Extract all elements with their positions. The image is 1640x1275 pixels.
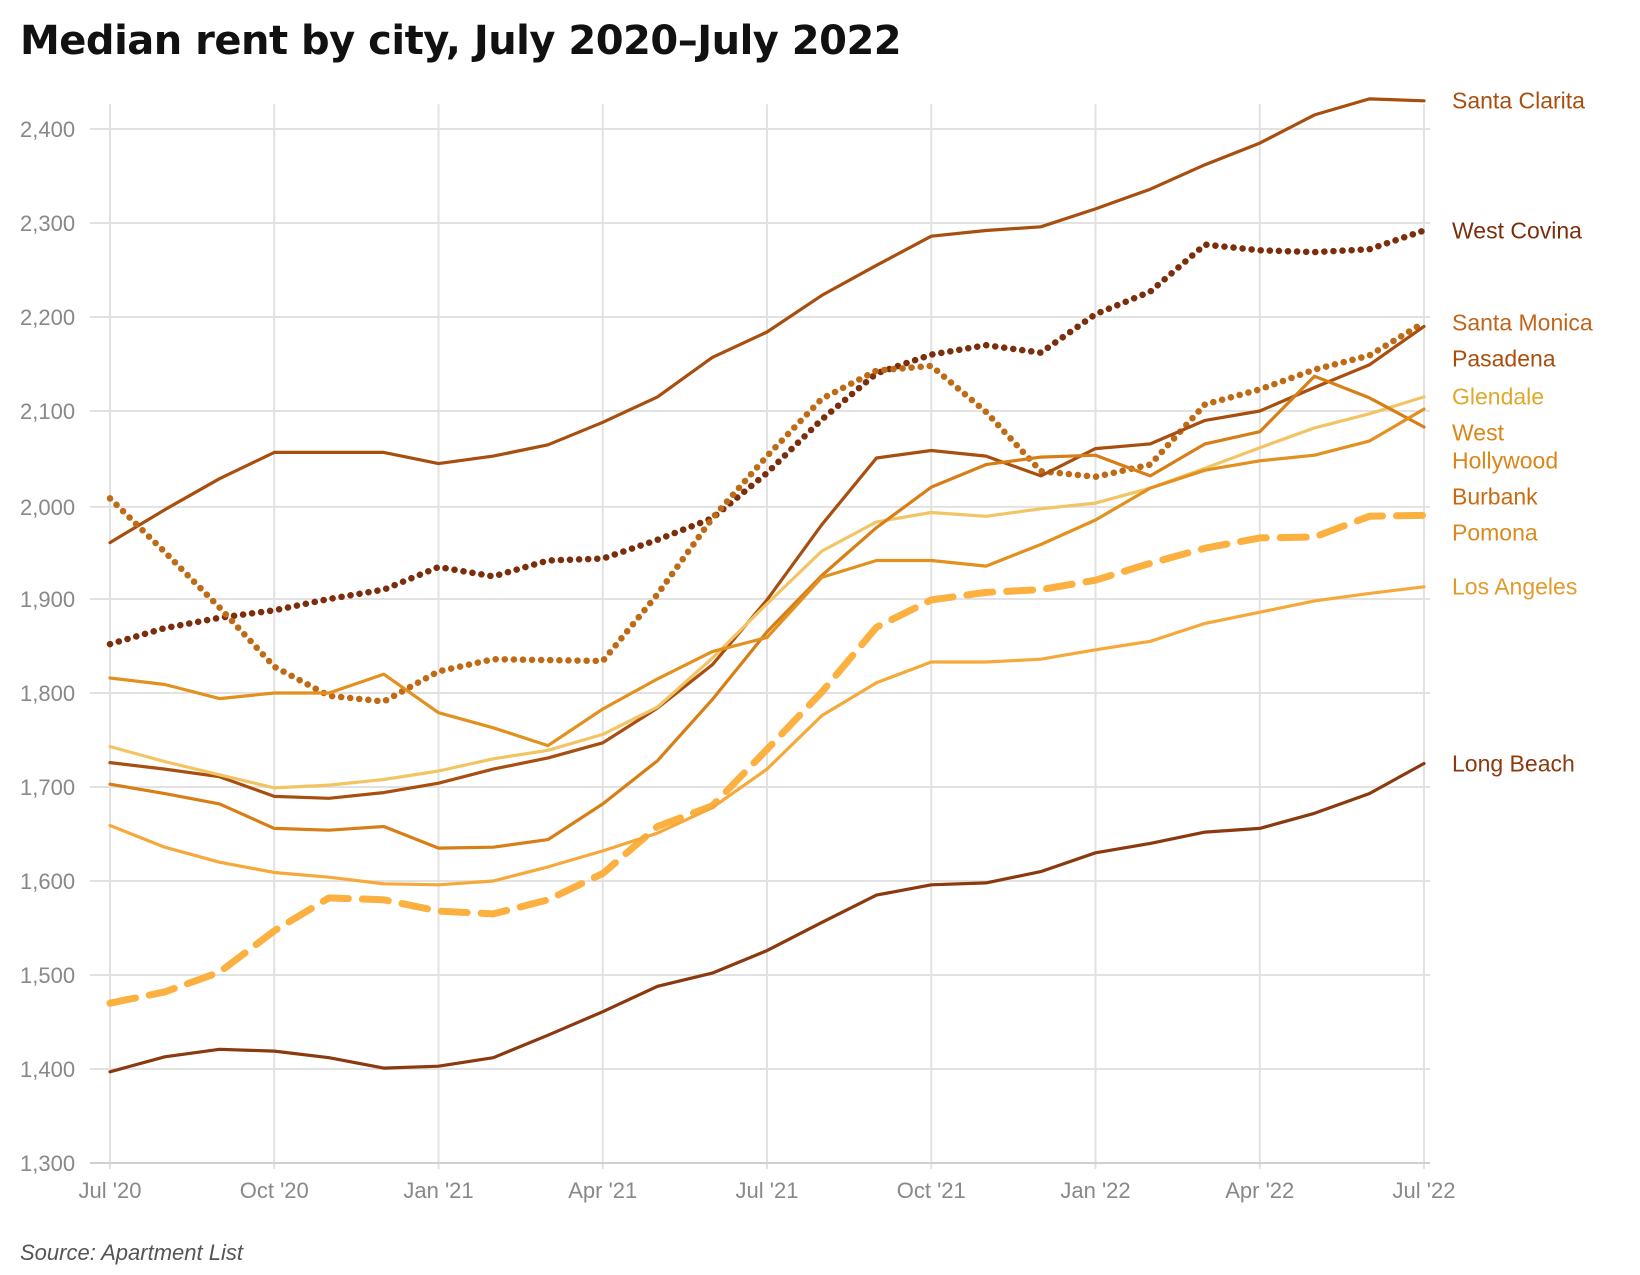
x-tick-label-jan-21: Jan '21	[403, 1178, 473, 1203]
y-tick-label-2200: 2,200	[20, 305, 75, 330]
series-line-santa-monica	[106, 319, 1428, 705]
x-tick-label-apr-21: Apr '21	[568, 1178, 637, 1203]
series-line-santa-clarita	[108, 97, 1426, 545]
series-line-long-beach	[108, 761, 1426, 1074]
series-label-west-hollywood: West Hollywood	[1452, 420, 1558, 474]
x-tick-label-oct-20: Oct '20	[240, 1178, 309, 1203]
chart-title: Median rent by city, July 2020–July 2022	[20, 18, 902, 64]
series-line-pomona	[106, 511, 1428, 1007]
y-tick-label-2300: 2,300	[20, 211, 75, 236]
series-label-west-covina: West Covina	[1452, 217, 1582, 243]
y-tick-label-1400: 1,400	[20, 1057, 75, 1082]
series-label-pomona: Pomona	[1452, 520, 1538, 546]
series-line-west-hollywood	[108, 407, 1426, 748]
chart-source: Source: Apartment List	[20, 1240, 243, 1265]
series-label-santa-clarita: Santa Clarita	[1452, 88, 1585, 114]
series-line-pasadena	[108, 324, 1426, 800]
series-label-los-angeles: Los Angeles	[1452, 574, 1577, 600]
y-tick-label-1700: 1,700	[20, 775, 75, 800]
y-tick-label-2400: 2,400	[20, 117, 75, 142]
series-line-burbank	[108, 374, 1426, 850]
x-tick-label-oct-21: Oct '21	[897, 1178, 966, 1203]
axis-ticks: Jul '20 Oct '20 Jan '21 Apr '21 Jul '21 Oct '…	[20, 117, 1455, 1203]
grid-layer	[90, 104, 1430, 1169]
series-label-burbank: Burbank	[1452, 484, 1538, 510]
y-tick-label-1600: 1,600	[20, 869, 75, 894]
y-tick-label-1300: 1,300	[20, 1151, 75, 1176]
series-labels: Santa Clarita West Covina Santa Monica Pasa…	[1452, 88, 1593, 777]
series-label-pasadena: Pasadena	[1452, 345, 1556, 371]
y-tick-label-1900: 1,900	[20, 587, 75, 612]
series-label-glendale: Glendale	[1452, 384, 1544, 410]
y-tick-label-1998: 2,000	[20, 495, 75, 520]
series-lines	[106, 97, 1428, 1074]
x-tick-label-jul-21: Jul '21	[736, 1178, 799, 1203]
series-label-long-beach: Long Beach	[1452, 750, 1575, 776]
y-tick-label-2100: 2,100	[20, 399, 75, 424]
series-label-santa-monica: Santa Monica	[1452, 309, 1593, 335]
series-line-los-angeles	[108, 585, 1426, 887]
x-tick-label-apr-22: Apr '22	[1225, 1178, 1294, 1203]
series-line-glendale	[108, 395, 1426, 790]
y-tick-label-1800: 1,800	[20, 681, 75, 706]
y-tick-label-1500: 1,500	[20, 963, 75, 988]
x-tick-label-jul-22: Jul '22	[1393, 1178, 1456, 1203]
x-tick-label-jul-20: Jul '20	[79, 1178, 142, 1203]
series-line-west-covina	[106, 227, 1428, 648]
x-tick-label-jan-22: Jan '22	[1060, 1178, 1130, 1203]
